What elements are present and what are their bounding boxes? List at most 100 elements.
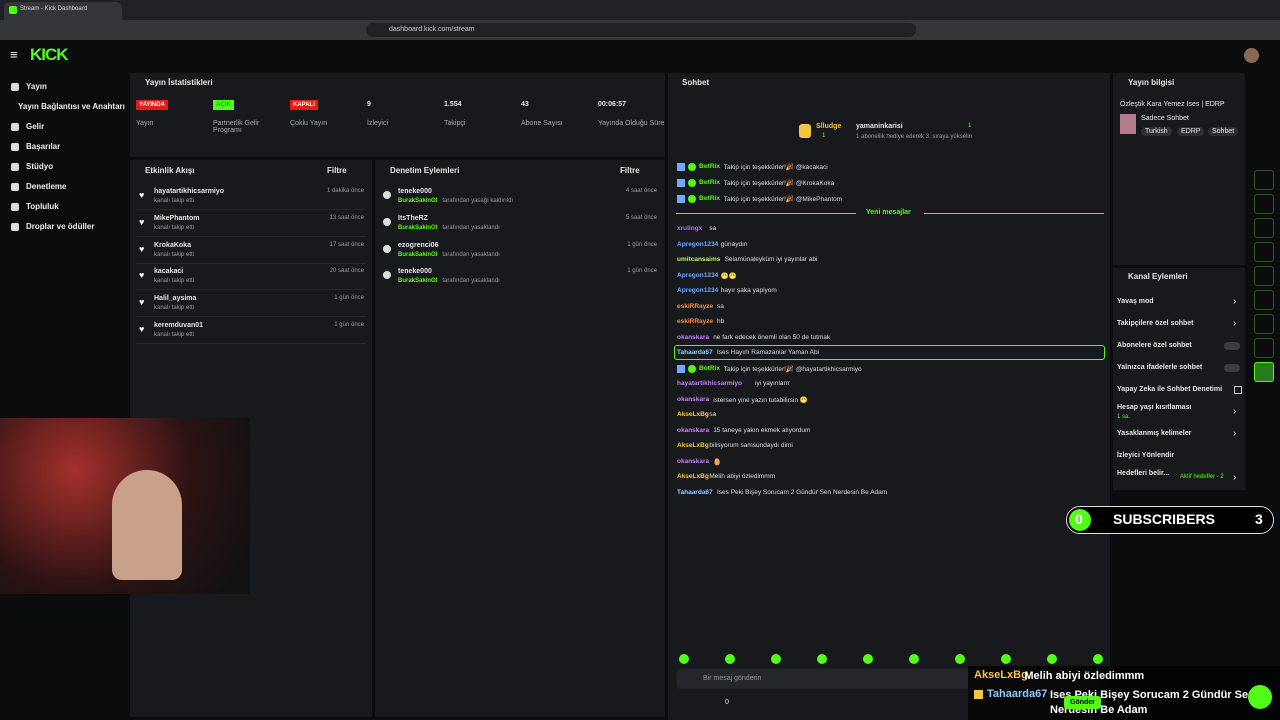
tool-button[interactable] [1254, 242, 1274, 262]
emote[interactable] [1001, 654, 1011, 664]
mod-target: teneke000 [398, 188, 432, 195]
channel-actions-panel [1113, 268, 1245, 490]
pinned-user: Slludge [816, 123, 842, 130]
follow-text: kanalı takip etti [154, 278, 195, 285]
emote[interactable] [1093, 654, 1103, 664]
mod-by: BurakSakinOl [398, 198, 438, 204]
chat-text: günaydın [720, 240, 748, 248]
panel-title: Yayın İstatistikleri [145, 78, 213, 87]
action-label[interactable]: İzleyici Yönlendir [1117, 452, 1175, 459]
follower-name: MikePhantom [154, 214, 200, 222]
emote[interactable] [955, 654, 965, 664]
chat-username: okanskara [677, 395, 710, 403]
nav-item[interactable]: Droplar ve ödüller [26, 222, 95, 231]
chat-username: umitcansaims [677, 256, 721, 263]
send-button[interactable]: Gönder [1064, 696, 1101, 709]
mod-icon [383, 217, 391, 226]
verified-badge [688, 195, 696, 203]
chat-text: 15 taneye yakın ekmek alıyordum [713, 426, 811, 434]
filter-button[interactable]: Filtre [620, 166, 640, 175]
chat-username: eskiRRayze [677, 302, 714, 310]
stats-panel [130, 73, 665, 157]
stream-mode: Sadece Sohbet [1141, 115, 1189, 122]
pinned-count: 1 [822, 133, 826, 139]
chevron: › [1233, 428, 1237, 439]
action-label[interactable]: Yapay Zeka ile Sohbet Denetimi [1117, 386, 1223, 393]
stat-label: Yayında Olduğu Süre [598, 120, 665, 127]
nav-item[interactable]: Denetleme [26, 182, 67, 191]
follow-text: kanalı takip etti [154, 224, 195, 231]
sub-badge [974, 690, 983, 699]
chat-panel [668, 73, 1110, 720]
chat-text: hayır şaka yapiyom [720, 287, 777, 294]
chat-text: ne fark edecek önemli olan 50 de tutmak [713, 333, 831, 341]
chat-username: BotRix [699, 364, 720, 372]
emote[interactable] [771, 654, 781, 664]
action-label[interactable]: Hesap yaşı kısıtlaması [1117, 404, 1192, 411]
emote[interactable] [817, 654, 827, 664]
emote[interactable] [1047, 654, 1057, 664]
nav-item[interactable]: Başarılar [26, 142, 61, 151]
nav-item[interactable]: Yayın Bağlantısı ve Anahtarı [18, 102, 125, 111]
logo: KICK [30, 45, 69, 64]
tool-button[interactable] [1254, 362, 1274, 382]
toggle[interactable] [1224, 364, 1240, 372]
pinned-user: yamaninkarisi [856, 123, 903, 130]
emote[interactable] [863, 654, 873, 664]
toggle[interactable] [1224, 342, 1240, 350]
action-label[interactable]: Yalnızca ifadelerle sohbet [1117, 364, 1203, 371]
tool-button[interactable] [1254, 194, 1274, 214]
nav-item[interactable]: Stüdyo [26, 162, 54, 171]
url-field[interactable] [366, 23, 916, 37]
chat-text: Takip için teşekkürler!🎉 @KrokaKoka [723, 180, 835, 187]
nav-item[interactable]: Yayın [26, 82, 47, 91]
follower-name: keremduvan01 [154, 322, 204, 329]
tab[interactable] [4, 2, 122, 20]
tool-button[interactable] [1254, 314, 1274, 334]
help-button[interactable] [1248, 685, 1272, 709]
separator [136, 209, 366, 210]
tool-button[interactable] [1254, 290, 1274, 310]
stat-label: Çoklu Yayın [290, 120, 328, 127]
chat-text: sa [717, 302, 724, 310]
emote[interactable] [909, 654, 919, 664]
avatar[interactable] [1244, 48, 1259, 63]
event-time: 1 gün önce [627, 241, 657, 248]
heart-icon: ♥ [139, 297, 145, 308]
emote[interactable] [679, 654, 689, 664]
chat-username: eskiRRayze [677, 318, 714, 325]
nav-item[interactable]: Topluluk [26, 202, 59, 211]
bot-badge [677, 163, 685, 171]
mod-icon [383, 191, 391, 199]
action-label[interactable]: Yasaklanmış kelimeler [1117, 430, 1192, 437]
verified-badge [688, 163, 696, 171]
stat-label: Takipçi [444, 120, 466, 127]
chat-username: Tahaarda67 [677, 349, 713, 356]
stream-info-panel [1113, 73, 1245, 265]
heart-icon: ♥ [139, 270, 145, 281]
chat-text: Takip için teşekkürler!🎉 @hayatartikhics… [723, 365, 862, 373]
tool-button[interactable] [1254, 338, 1274, 358]
separator [136, 316, 366, 318]
tool-button[interactable] [1254, 170, 1274, 190]
chat-text: Melih abiyi özledimmm [709, 473, 776, 480]
follower-name: hayatartikhicsarmiyo [154, 188, 225, 195]
tool-button[interactable] [1254, 218, 1274, 238]
tool-button[interactable] [1254, 266, 1274, 286]
action-label[interactable]: Abonelere özel sohbet [1117, 342, 1192, 349]
emote[interactable] [725, 654, 735, 664]
menu-icon[interactable]: ≡ [10, 47, 18, 62]
mod-action: tarafından yasaklandı [442, 224, 500, 231]
pinned-badge [799, 124, 811, 138]
tag: EDRP [1177, 127, 1205, 136]
chat-username: Apregon1234 [677, 240, 719, 248]
action-label[interactable]: Yavaş mod [1117, 298, 1154, 305]
action-label[interactable]: Takipçilere özel sohbet [1117, 320, 1194, 327]
nav-active [4, 78, 126, 94]
chat-username: Apregon1234 [677, 287, 719, 294]
action-label[interactable]: Hedefleri belir... [1117, 470, 1170, 477]
filter-button[interactable]: Filtre [327, 166, 347, 175]
nav-item[interactable]: Gelir [26, 122, 45, 131]
separator [136, 289, 366, 291]
sub-label: SUBSCRIBERS [1113, 511, 1215, 527]
